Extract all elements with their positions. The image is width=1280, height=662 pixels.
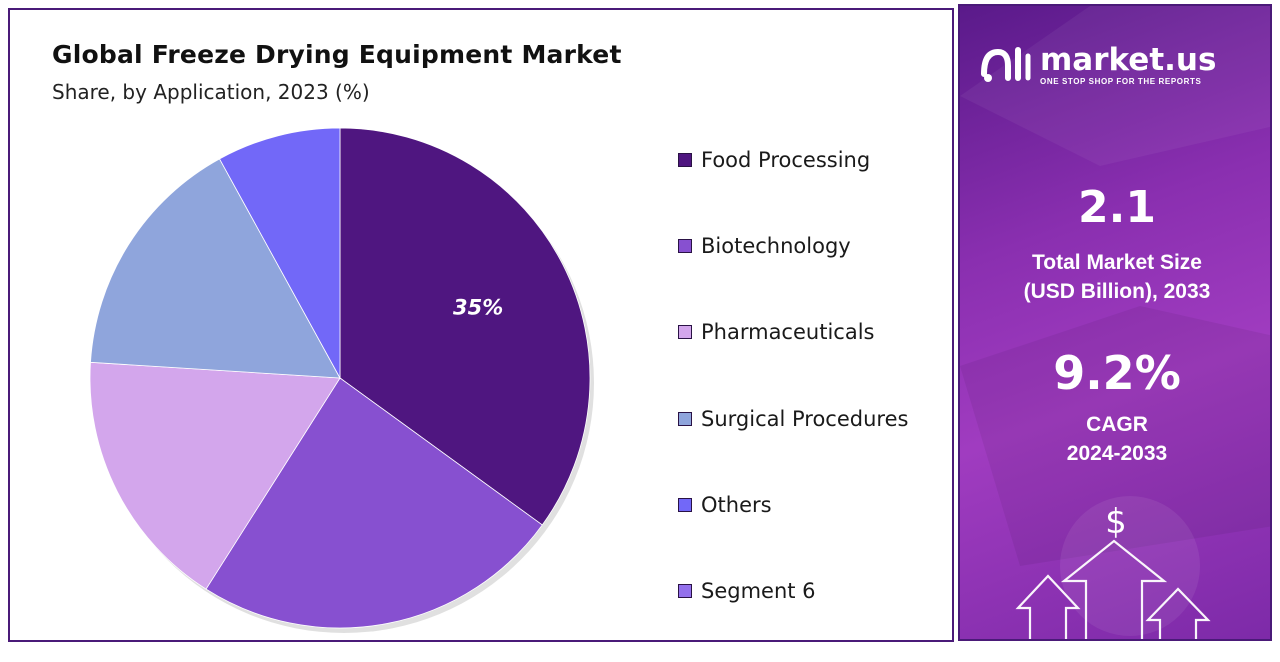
brand-logo: market.us ONE STOP SHOP FOR THE REPORTS [980, 44, 1216, 86]
brand-name: market.us [1040, 41, 1217, 78]
up-arrow-icon [1015, 539, 1211, 639]
brand-tagline: ONE STOP SHOP FOR THE REPORTS [1040, 76, 1202, 86]
pie-slice-biotechnology [205, 377, 543, 629]
dollar-icon: $ [1105, 502, 1127, 542]
legend-item-surgical-procedures: Surgical Procedures [678, 404, 908, 434]
legend-item-segment-6: Segment 6 [678, 576, 908, 606]
legend-item-biotechnology: Biotechnology [678, 231, 908, 261]
legend-swatch [678, 325, 692, 340]
legend-swatch [678, 239, 692, 254]
legend-label: Surgical Procedures [701, 406, 909, 431]
chart-subtitle: Share, by Application, 2023 (%) [52, 80, 370, 104]
legend-label: Food Processing [701, 148, 871, 172]
legend-swatch [678, 411, 692, 426]
market-us-logo-icon [981, 47, 1031, 82]
pie-slice-others [219, 127, 341, 379]
chart-legend: Food Processing Biotechnology Pharmaceutic… [678, 145, 908, 662]
legend-label: Segment 6 [701, 578, 816, 603]
cagr-value: 9.2% [1053, 346, 1181, 400]
pie-slice-pharmaceuticals [89, 361, 341, 590]
legend-swatch [678, 497, 692, 512]
chart-title: Global Freeze Drying Equipment Market [52, 40, 622, 69]
legend-item-others: Others [678, 490, 908, 520]
legend-swatch [678, 153, 692, 167]
data-label-food-processing: 35% [453, 296, 503, 320]
legend-label: Biotechnology [701, 234, 851, 259]
cagr-period: 2024-2033 [1066, 442, 1168, 465]
market-size-label-line1: Total Market Size [1032, 251, 1202, 274]
market-size-value: 2.1 [1078, 182, 1156, 233]
background-decoration [960, 6, 1270, 636]
pie-chart: 35% [89, 127, 594, 633]
market-size-label-line2: (USD Billion), 2033 [1023, 280, 1211, 303]
market-summary-panel: market.us ONE STOP SHOP FOR THE REPORTS … [958, 4, 1272, 641]
legend-swatch [678, 583, 692, 598]
chart-panel: Global Freeze Drying Equipment Market Sh… [8, 8, 954, 642]
legend-label: Pharmaceuticals [701, 320, 875, 345]
legend-label: Others [701, 492, 772, 517]
cagr-label: CAGR [1086, 413, 1148, 436]
legend-item-pharmaceuticals: Pharmaceuticals [678, 317, 908, 347]
pie-slice-food-processing [339, 127, 591, 526]
legend-item-food-processing: Food Processing [678, 145, 908, 175]
pie-slice-surgical-procedures [90, 158, 341, 379]
